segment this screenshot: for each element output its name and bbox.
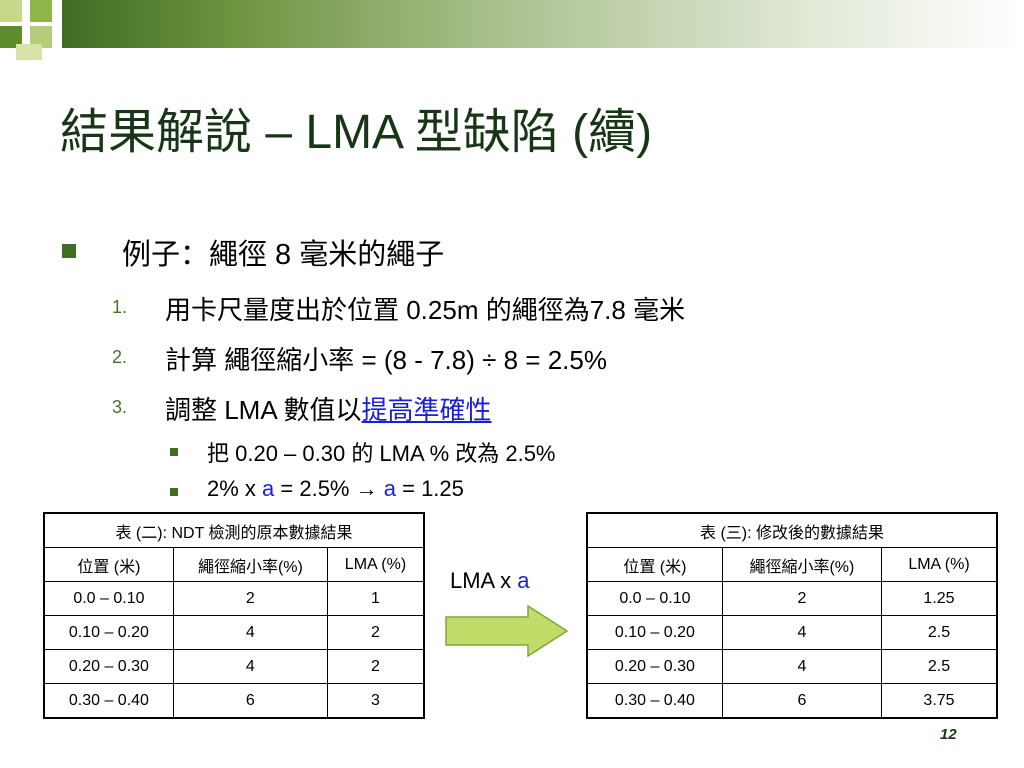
square-bullet-icon [62, 244, 76, 258]
arrow-right-icon: → [355, 476, 378, 501]
table-cell: 4 [721, 649, 883, 684]
table-cell: 3 [326, 683, 425, 719]
table-row: 0.30 – 0.40 6 3 [43, 683, 425, 719]
variable-a: a [517, 568, 530, 593]
table-cell: 0.10 – 0.20 [43, 615, 174, 650]
table-row: 0.20 – 0.30 4 2.5 [586, 649, 998, 684]
sub-bullet-icon [170, 488, 178, 496]
table-header: 位置 (米) [586, 547, 723, 582]
accuracy-link[interactable]: 提高準確性 [361, 395, 492, 425]
table-cell: 6 [172, 683, 328, 719]
table-header: 繩徑縮小率(%) [721, 547, 883, 582]
table-row: 0.30 – 0.40 6 3.75 [586, 683, 998, 719]
list-item: 計算 繩徑縮小率 = (8 - 7.8) ÷ 8 = 2.5% [165, 345, 607, 375]
label-part: LMA x [450, 568, 518, 593]
list-marker: 2. [112, 347, 128, 367]
original-data-table: 表 (二): NDT 檢測的原本數據結果 位置 (米) 繩徑縮小率(%) LMA… [43, 512, 425, 719]
list-item: 調整 LMA 數值以提高準確性 [165, 390, 492, 427]
formula-part: = 2.5% [274, 476, 356, 501]
sub-bullet-formula: 2% x a = 2.5% → a = 1.25 [207, 476, 464, 502]
table-header: LMA (%) [881, 547, 998, 582]
table-cell: 4 [172, 649, 328, 684]
decor-square [0, 0, 22, 22]
header-band [62, 0, 1024, 48]
table-cell: 2 [172, 581, 328, 616]
list-item-prefix: 調整 LMA 數值以 [165, 395, 362, 425]
lma-multiplier-label: LMA x a [450, 568, 530, 594]
decor-square [30, 0, 52, 22]
table-cell: 4 [172, 615, 328, 650]
table-header: 位置 (米) [43, 547, 174, 582]
right-arrow-icon [445, 604, 569, 658]
table-caption: 表 (三): 修改後的數據結果 [586, 512, 998, 548]
decor-square [16, 44, 42, 60]
table-cell: 0.30 – 0.40 [43, 683, 174, 719]
table-cell: 0.20 – 0.30 [586, 649, 723, 684]
table-header: 繩徑縮小率(%) [172, 547, 328, 582]
table-row: 0.0 – 0.10 2 1 [43, 581, 425, 616]
table-cell: 2 [326, 649, 425, 684]
sub-bullet-icon [170, 448, 178, 456]
sub-bullet-text: 把 0.20 – 0.30 的 LMA % 改為 2.5% [207, 441, 556, 466]
formula-part: 2% x [207, 476, 263, 501]
table-cell: 0.30 – 0.40 [586, 683, 723, 719]
table-cell: 0.0 – 0.10 [43, 581, 174, 616]
variable-a: a [262, 476, 275, 501]
table-row: 0.10 – 0.20 4 2.5 [586, 615, 998, 650]
decor-square [0, 26, 22, 48]
table-row: 0.10 – 0.20 4 2 [43, 615, 425, 650]
table-cell: 1 [326, 581, 425, 616]
table-caption: 表 (二): NDT 檢測的原本數據結果 [43, 512, 425, 548]
table-cell: 0.20 – 0.30 [43, 649, 174, 684]
list-marker: 3. [112, 397, 128, 417]
table-row: 0.0 – 0.10 2 1.25 [586, 581, 998, 616]
table-cell: 2.5 [881, 649, 998, 684]
main-bullet-text: 例子：繩徑 8 毫米的繩子 [122, 239, 445, 271]
table-cell: 2 [721, 581, 883, 616]
page-number: 12 [940, 726, 957, 743]
table-header: LMA (%) [326, 547, 425, 582]
modified-data-table: 表 (三): 修改後的數據結果 位置 (米) 繩徑縮小率(%) LMA (%) … [586, 512, 998, 719]
table-cell: 1.25 [881, 581, 998, 616]
table-cell: 2 [326, 615, 425, 650]
table-cell: 3.75 [881, 683, 998, 719]
table-cell: 2.5 [881, 615, 998, 650]
list-item: 用卡尺量度出於位置 0.25m 的繩徑為7.8 毫米 [165, 295, 686, 325]
table-cell: 0.10 – 0.20 [586, 615, 723, 650]
table-cell: 4 [721, 615, 883, 650]
table-cell: 6 [721, 683, 883, 719]
slide-title: 結果解說 – LMA 型缺陷 (續) [60, 106, 653, 159]
formula-part: = 1.25 [396, 476, 464, 501]
table-cell: 0.0 – 0.10 [586, 581, 723, 616]
decor-square [30, 26, 52, 48]
variable-a: a [383, 476, 396, 501]
list-marker: 1. [112, 297, 128, 317]
table-row: 0.20 – 0.30 4 2 [43, 649, 425, 684]
